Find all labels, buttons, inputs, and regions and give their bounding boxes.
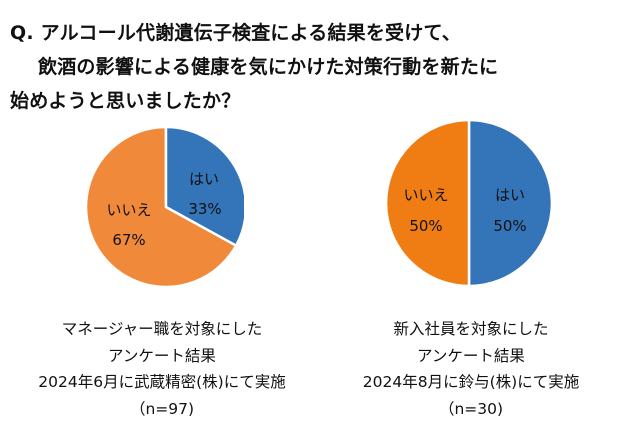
- value-no-new-employees: 50%: [409, 217, 442, 235]
- value-yes-new-employees: 50%: [493, 217, 526, 235]
- question-title: Q. アルコール代謝遺伝子検査による結果を受けて、 飲酒の影響による健康を気にか…: [10, 16, 610, 118]
- slice-no-new-employees: [384, 119, 471, 288]
- caption-new-employees-line-1: 新入社員を対象にした: [393, 320, 549, 338]
- caption-new-employees-line-2: アンケート結果: [417, 346, 525, 365]
- label-no-new-employees: いいえ: [403, 186, 448, 204]
- value-yes-managers: 33%: [188, 200, 221, 218]
- label-yes-managers: はい: [189, 170, 219, 188]
- slice-yes-managers: [164, 125, 244, 247]
- caption-managers-line-4: （n=97): [129, 399, 195, 418]
- caption-new-employees-line-3: 2024年8月に鈴与(株)にて実施: [362, 373, 580, 391]
- caption-managers: マネージャー職を対象にした アンケート結果 2024年6月に武蔵精密(株)にて実…: [17, 316, 307, 422]
- question-line-1: Q. アルコール代謝遺伝子検査による結果を受けて、: [10, 22, 461, 44]
- caption-managers-line-3: 2024年6月に武蔵精密(株)にて実施: [38, 373, 286, 391]
- caption-managers-line-2: アンケート結果: [108, 346, 216, 365]
- slice-yes-new-employees: [467, 119, 554, 288]
- label-yes-new-employees: はい: [495, 186, 525, 204]
- label-no-managers: いいえ: [106, 201, 151, 219]
- value-no-managers: 67%: [112, 231, 145, 249]
- caption-new-employees-line-4: （n=30): [438, 399, 504, 418]
- slice-no-managers: [84, 125, 238, 289]
- pie-chart-managers: はい 33% いいえ 67%: [84, 125, 244, 289]
- question-line-2: 飲酒の影響による健康を気にかけた対策行動を新たに: [38, 56, 499, 78]
- caption-new-employees: 新入社員を対象にした アンケート結果 2024年8月に鈴与(株)にて実施 （n=…: [326, 316, 616, 422]
- caption-managers-line-1: マネージャー職を対象にした: [61, 320, 263, 338]
- pie-chart-new-employees: はい 50% いいえ 50%: [384, 119, 554, 288]
- question-line-3: 始めようと思いましたか？: [10, 90, 241, 112]
